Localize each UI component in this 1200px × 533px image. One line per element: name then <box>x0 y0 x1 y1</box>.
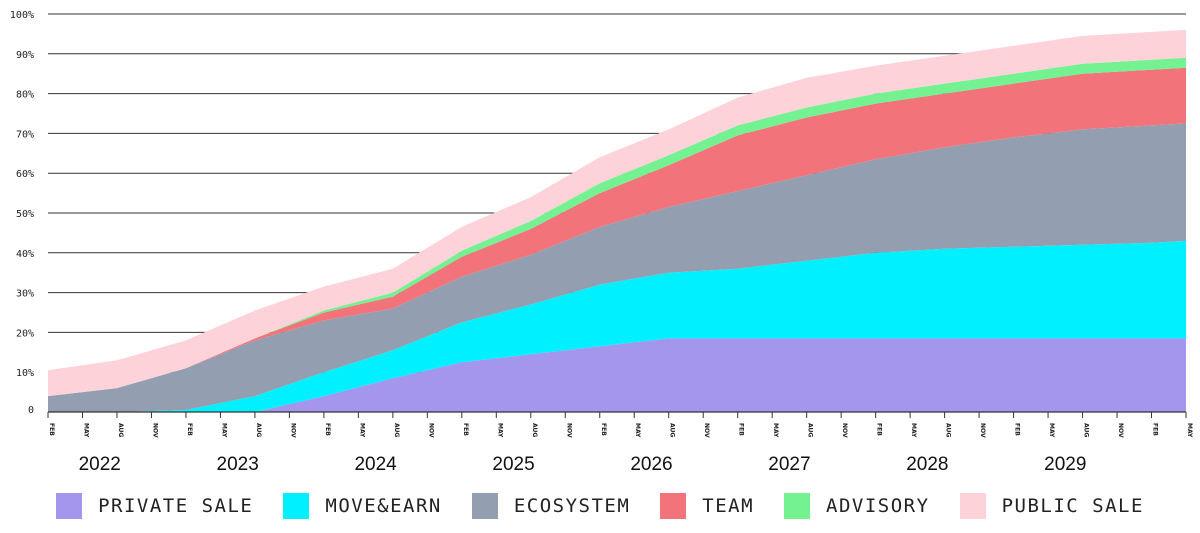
legend-label: PUBLIC SALE <box>1001 495 1144 517</box>
month-tick-labels: FEB MAY AUG NOV FEB MAY AUG NOV FEB MAY AUG NOV FEB M… <box>48 423 1193 438</box>
legend-label: PRIVATE SALE <box>98 495 254 517</box>
month-tick-label: NOV <box>151 423 158 438</box>
legend-label: TEAM <box>702 495 755 517</box>
month-tick-label: NOV <box>703 423 710 438</box>
y-tick-label: 0 <box>28 405 34 416</box>
year-label: 2028 <box>906 454 948 475</box>
y-tick-label: 10% <box>16 368 34 379</box>
y-tick-label: 100% <box>10 10 34 21</box>
month-tick-label: NOV <box>565 423 572 438</box>
month-tick-label: AUG <box>531 423 538 437</box>
legend-label: MOVE&EARN <box>325 495 442 517</box>
month-tick-label: AUG <box>945 423 952 437</box>
legend-swatch <box>959 493 986 519</box>
month-tick-label: MAY <box>772 423 779 438</box>
month-tick-label: MAY <box>634 423 641 438</box>
month-tick-label: FEB <box>1014 423 1021 436</box>
year-label: 2024 <box>354 454 397 475</box>
month-tick-label: MAY <box>496 423 503 438</box>
year-label: 2027 <box>768 454 810 475</box>
y-tick-label: 30% <box>16 289 34 300</box>
legend-label: ADVISORY <box>826 495 930 517</box>
month-tick-label: MAY <box>220 423 227 438</box>
y-tick-label: 60% <box>16 169 34 180</box>
month-tick-label: MAY <box>358 423 365 438</box>
area-public-sale <box>48 29 1186 397</box>
year-label: 2025 <box>492 454 534 475</box>
legend: PRIVATE SALE MOVE&EARN ECOSYSTEM TEAM ADVISO… <box>0 488 1200 524</box>
month-tick-label: FEB <box>324 423 331 436</box>
month-tick-label: NOV <box>289 423 296 438</box>
month-tick-label: AUG <box>669 423 676 437</box>
year-label: 2022 <box>79 454 121 475</box>
month-tick-label: MAY <box>1186 423 1193 438</box>
area-move-earn <box>48 240 1186 412</box>
legend-swatch <box>784 493 811 519</box>
legend-swatch <box>56 493 83 519</box>
month-tick-label: AUG <box>807 423 814 437</box>
y-tick-label: 40% <box>16 249 34 260</box>
year-label: 2029 <box>1044 454 1086 475</box>
month-tick-label: FEB <box>1152 423 1159 436</box>
year-label: 2026 <box>630 454 672 475</box>
month-tick-label: FEB <box>186 423 193 436</box>
year-labels: 2022 2023 2024 2025 2026 2027 2028 2029 <box>79 454 1087 475</box>
area-team <box>48 67 1186 397</box>
legend-label: ECOSYSTEM <box>513 495 631 517</box>
x-axis <box>47 411 1187 418</box>
legend-item-ecosystem: ECOSYSTEM <box>471 493 631 519</box>
y-tick-label: 20% <box>16 328 34 339</box>
month-tick-label: MAY <box>910 423 917 438</box>
y-tick-label: 80% <box>16 90 34 101</box>
legend-item-private-sale: PRIVATE SALE <box>56 493 253 519</box>
month-tick-label: FEB <box>462 423 469 436</box>
legend-swatch <box>471 493 498 519</box>
month-tick-label: FEB <box>738 423 745 436</box>
legend-item-public-sale: PUBLIC SALE <box>959 493 1144 519</box>
legend-item-team: TEAM <box>660 493 754 519</box>
month-tick-label: FEB <box>48 423 55 436</box>
area-private-sale <box>48 338 1186 412</box>
month-tick-label: AUG <box>1083 423 1090 437</box>
month-tick-label: NOV <box>979 423 986 438</box>
legend-swatch <box>283 493 310 519</box>
year-label: 2023 <box>217 454 259 475</box>
legend-swatch <box>660 493 687 519</box>
month-tick-label: NOV <box>1117 423 1124 438</box>
legend-item-advisory: ADVISORY <box>784 493 930 519</box>
month-tick-label: MAY <box>82 423 89 438</box>
y-tick-label: 90% <box>16 50 34 61</box>
y-tick-label: 50% <box>16 209 34 220</box>
month-tick-label: AUG <box>255 423 262 437</box>
area-ecosystem <box>48 123 1186 413</box>
y-tick-label: 70% <box>16 129 34 140</box>
month-tick-label: NOV <box>427 423 434 438</box>
tokenomics-area-chart: 0 10% 20% 30% 40% 50% 60% 70% 80% 90% 100% FEB MAY A… <box>10 10 1193 475</box>
month-tick-label: NOV <box>841 423 848 438</box>
month-tick-label: MAY <box>1048 423 1055 438</box>
month-tick-label: FEB <box>876 423 883 436</box>
month-tick-label: AUG <box>117 423 124 437</box>
series-areas <box>48 29 1186 413</box>
month-tick-label: FEB <box>600 423 607 436</box>
month-tick-label: AUG <box>393 423 400 437</box>
y-axis-ticks: 0 10% 20% 30% 40% 50% 60% 70% 80% 90% 100% <box>10 10 34 416</box>
legend-item-move-earn: MOVE&EARN <box>283 493 441 519</box>
